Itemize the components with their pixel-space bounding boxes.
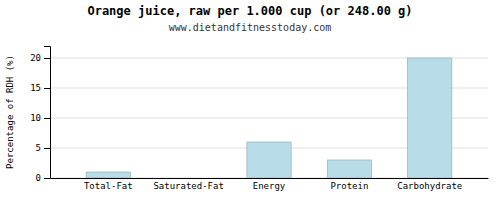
y-axis-title: Percentage of RDH (%) [5,55,15,169]
y-axis-line [44,47,51,179]
title: Orange juice, raw per 1.000 cup (or 248.… [87,4,412,18]
x-tick: Total-Fat [84,181,133,191]
y-tick: 5 [36,143,50,153]
chart-container: Orange juice, raw per 1.000 cup (or 248.… [0,0,500,200]
y-tick-mark [44,148,50,149]
grid [50,58,488,178]
x-tick-label: Saturated-Fat [153,181,223,191]
bar [247,142,291,178]
bar [327,160,371,178]
x-tick-label: Total-Fat [84,181,133,191]
x-axis-line [51,178,489,179]
x-tick-label: Energy [253,181,286,191]
y-tick-label: 5 [36,143,41,153]
subtitle: www.dietandfitnesstoday.com [169,22,332,33]
bar [167,178,211,179]
x-tick: Protein [330,181,368,191]
y-tick-label: 10 [30,113,41,123]
y-tick: 10 [30,113,50,123]
y-tick: 0 [36,173,50,183]
chart-svg: Orange juice, raw per 1.000 cup (or 248.… [0,0,500,200]
y-tick-label: 15 [30,83,41,93]
y-axis: 0 5 10 15 20 [30,47,50,184]
x-axis: Total-Fat Saturated-Fat Energy Protein Carbo… [51,179,489,192]
plot: 0 5 10 15 20 Total-Fat Saturated-Fat Energy Prot… [30,47,488,192]
bars [86,58,452,178]
x-tick: Energy [253,181,286,191]
bar [408,58,452,178]
y-tick: 20 [30,53,50,63]
y-tick-label: 0 [36,173,41,183]
x-tick-label: Carbohydrate [397,181,462,191]
y-tick-mark [44,118,50,119]
y-tick-mark [44,58,50,59]
y-tick-mark [44,88,50,89]
y-tick: 15 [30,83,50,93]
x-tick: Carbohydrate [397,181,462,191]
y-tick-mark [44,178,50,179]
bar [86,172,130,178]
x-tick: Saturated-Fat [153,181,223,191]
x-tick-label: Protein [330,181,368,191]
y-tick-label: 20 [30,53,41,63]
